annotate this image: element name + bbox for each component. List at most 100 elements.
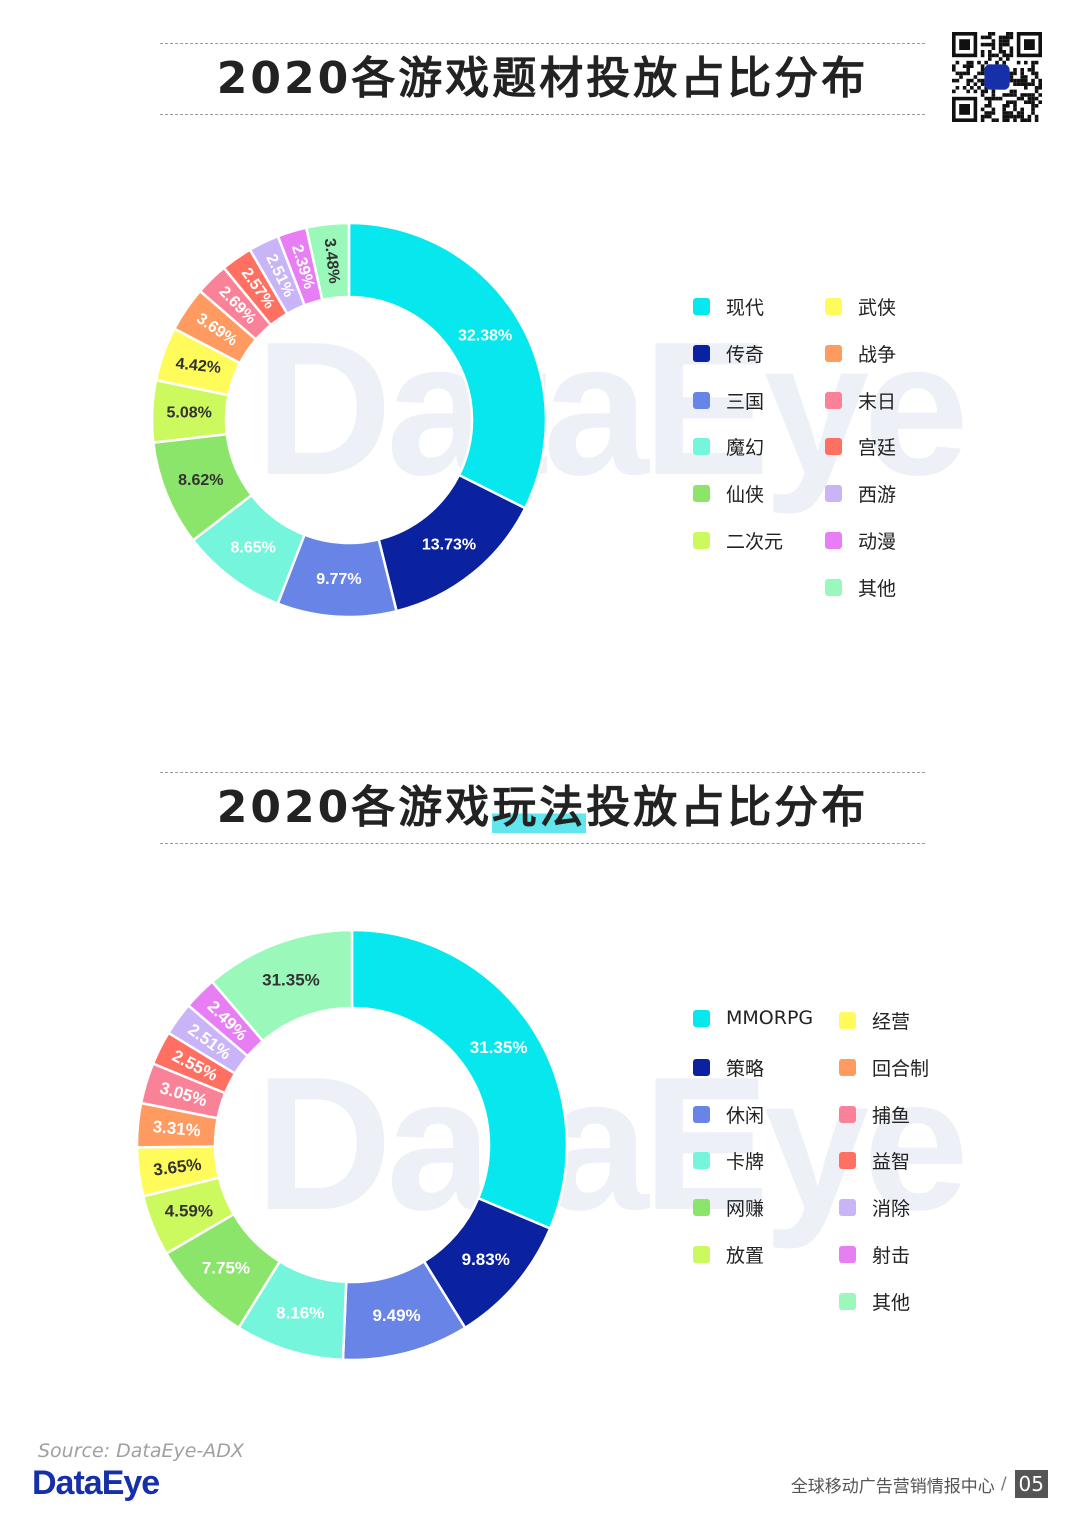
legend-swatch bbox=[839, 1199, 856, 1217]
legend-label: 休闲 bbox=[726, 1104, 765, 1127]
data-label-仙侠: 8.62% bbox=[178, 472, 223, 489]
slice-其他 bbox=[304, 221, 351, 302]
legend-label: 网赚 bbox=[726, 1198, 765, 1221]
legend-item-卡牌: 卡牌 bbox=[693, 1147, 764, 1174]
legend-swatch bbox=[825, 344, 842, 362]
legend-item-消除: 消除 bbox=[839, 1194, 910, 1221]
donut-chart-themes: 32.38%13.73%9.77%8.65%8.62%5.08%4.42%3.6… bbox=[150, 221, 548, 619]
legend-label: 末日 bbox=[858, 390, 897, 413]
legend-label: 魔幻 bbox=[726, 437, 765, 460]
chart-title-1: 2020各游戏题材投放占比分布 bbox=[216, 53, 869, 104]
legend-swatch bbox=[693, 1199, 710, 1217]
legend-item-传奇: 传奇 bbox=[693, 340, 764, 367]
legend-swatch bbox=[825, 391, 842, 409]
legend-item-仙侠: 仙侠 bbox=[693, 480, 764, 507]
legend-label: 战争 bbox=[858, 343, 897, 366]
data-label-回合制: 3.31% bbox=[152, 1117, 202, 1140]
legend-item-二次元: 二次元 bbox=[693, 527, 783, 554]
title-part: 投放占比分布 bbox=[586, 782, 869, 833]
legend-swatch bbox=[839, 1292, 856, 1310]
legend-label: 卡牌 bbox=[726, 1151, 765, 1174]
separator: / bbox=[1000, 1474, 1007, 1494]
legend-swatch bbox=[825, 438, 842, 456]
legend-label: MMORPG bbox=[726, 1007, 814, 1029]
legend-label: 回合制 bbox=[872, 1057, 930, 1080]
legend-swatch bbox=[693, 1009, 710, 1027]
legend-item-策略: 策略 bbox=[693, 1054, 764, 1081]
data-label-武侠: 4.42% bbox=[175, 355, 222, 377]
legend-label: 放置 bbox=[726, 1245, 765, 1267]
legend-swatch bbox=[693, 1105, 710, 1123]
legend-swatch bbox=[693, 391, 710, 409]
slice-MMORPG bbox=[350, 928, 569, 1231]
legend-swatch bbox=[693, 485, 710, 503]
legend-label: 经营 bbox=[872, 1011, 911, 1033]
legend-swatch bbox=[693, 532, 710, 549]
legend-swatch bbox=[825, 298, 842, 315]
data-label-三国: 9.77% bbox=[316, 571, 361, 588]
title-block-1: 2020各游戏题材投放占比分布 bbox=[160, 43, 925, 115]
legend-item-其他: 其他 bbox=[839, 1288, 910, 1315]
data-label-放置: 4.59% bbox=[165, 1202, 213, 1221]
data-label-卡牌: 8.16% bbox=[276, 1304, 324, 1323]
legend-label: 武侠 bbox=[858, 297, 897, 319]
legend-label: 策略 bbox=[726, 1057, 765, 1080]
legend-item-射击: 射击 bbox=[839, 1241, 910, 1268]
legend-label: 西游 bbox=[858, 484, 897, 507]
data-label-其他: 3.48% bbox=[321, 237, 343, 284]
legend-item-其他: 其他 bbox=[825, 574, 896, 601]
slice-其他 bbox=[210, 928, 354, 1043]
data-label-网赚: 7.75% bbox=[202, 1258, 250, 1277]
data-label-现代: 32.38% bbox=[458, 327, 512, 344]
legend-item-益智: 益智 bbox=[839, 1147, 910, 1174]
legend-label: 射击 bbox=[872, 1245, 911, 1267]
legend-swatch bbox=[825, 532, 842, 549]
chart-title-2: 2020各游戏玩法投放占比分布 bbox=[160, 773, 925, 843]
legend-item-魔幻: 魔幻 bbox=[693, 433, 764, 460]
legend-swatch bbox=[693, 1058, 710, 1076]
legend-swatch bbox=[693, 344, 710, 362]
legend-item-网赚: 网赚 bbox=[693, 1194, 764, 1221]
legend-item-经营: 经营 bbox=[839, 1007, 910, 1034]
legend-label: 其他 bbox=[872, 1291, 911, 1314]
legend-item-西游: 西游 bbox=[825, 480, 896, 507]
legend-item-三国: 三国 bbox=[693, 387, 764, 414]
data-label-二次元: 5.08% bbox=[166, 404, 211, 421]
legend-label: 二次元 bbox=[726, 531, 784, 553]
data-label-魔幻: 8.65% bbox=[231, 540, 276, 557]
legend-item-动漫: 动漫 bbox=[825, 527, 896, 554]
data-label-传奇: 13.73% bbox=[422, 536, 476, 553]
slice-现代 bbox=[347, 221, 548, 510]
legend-swatch bbox=[839, 1058, 856, 1076]
legend-swatch bbox=[693, 438, 710, 456]
legend-label: 动漫 bbox=[858, 531, 897, 553]
data-label-其他: 31.35% bbox=[262, 970, 320, 989]
legend-item-宫廷: 宫廷 bbox=[825, 433, 896, 460]
legend-label: 三国 bbox=[726, 390, 765, 413]
legend-item-MMORPG: MMORPG bbox=[693, 1007, 813, 1029]
page-number: 05 bbox=[1014, 1470, 1048, 1498]
legend-item-武侠: 武侠 bbox=[825, 293, 896, 320]
title-block-2: 2020各游戏玩法投放占比分布 bbox=[160, 772, 925, 844]
legend-swatch bbox=[839, 1105, 856, 1123]
title-highlight: 玩法 bbox=[492, 782, 587, 833]
legend-label: 现代 bbox=[726, 297, 765, 319]
legend-swatch bbox=[693, 298, 710, 315]
legend-swatch bbox=[693, 1246, 710, 1263]
legend-label: 消除 bbox=[872, 1198, 911, 1221]
legend-swatch bbox=[693, 1152, 710, 1170]
legend-label: 益智 bbox=[872, 1151, 911, 1174]
legend-label: 传奇 bbox=[726, 343, 765, 366]
legend-item-放置: 放置 bbox=[693, 1241, 764, 1268]
legend-item-现代: 现代 bbox=[693, 293, 764, 320]
dataeye-logo: DataEye bbox=[32, 1464, 160, 1502]
data-label-MMORPG: 31.35% bbox=[470, 1038, 528, 1057]
footer-right: 全球移动广告营销情报中心 / 05 bbox=[791, 1470, 1048, 1498]
source-note: Source: DataEye-ADX bbox=[38, 1440, 244, 1462]
legend-label: 其他 bbox=[858, 577, 897, 600]
legend-swatch bbox=[839, 1246, 856, 1263]
donut-chart-gameplay: 31.35%9.83%9.49%8.16%7.75%4.59%3.65%3.31… bbox=[135, 928, 569, 1362]
legend-label: 宫廷 bbox=[858, 437, 897, 460]
tagline: 全球移动广告营销情报中心 bbox=[790, 1476, 995, 1497]
legend-swatch bbox=[825, 578, 842, 596]
